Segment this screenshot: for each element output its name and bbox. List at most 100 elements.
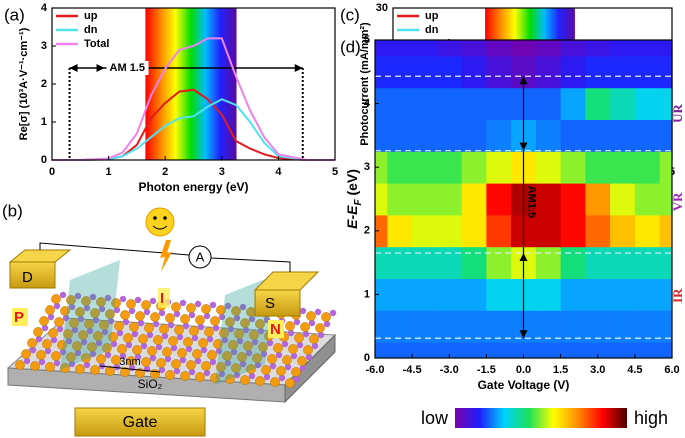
atom bbox=[258, 342, 268, 352]
atom bbox=[300, 322, 310, 332]
ammeter-label: A bbox=[196, 249, 205, 264]
heat-cell bbox=[610, 55, 636, 89]
heat-cell bbox=[375, 40, 388, 57]
heat-cell bbox=[486, 246, 512, 279]
atom bbox=[243, 341, 253, 351]
atom bbox=[33, 327, 43, 337]
heat-cell bbox=[535, 40, 562, 57]
atom bbox=[50, 336, 58, 344]
atom bbox=[105, 309, 115, 319]
atom bbox=[114, 321, 124, 331]
width-arrow bbox=[99, 365, 161, 373]
atom bbox=[257, 327, 265, 335]
heat-cell bbox=[461, 87, 487, 120]
drain-label: D bbox=[22, 269, 33, 286]
atom bbox=[35, 335, 43, 343]
heat-cell bbox=[375, 87, 388, 120]
x-tick-label: 3.0 bbox=[590, 364, 605, 376]
atom bbox=[68, 303, 76, 311]
atom bbox=[165, 313, 175, 323]
atom bbox=[183, 337, 193, 347]
atom bbox=[83, 361, 91, 369]
heat-cell bbox=[659, 342, 673, 359]
atom bbox=[266, 339, 274, 347]
atom bbox=[218, 370, 226, 378]
heat-cell bbox=[535, 119, 562, 152]
atom bbox=[200, 346, 208, 354]
heat-cell bbox=[585, 310, 611, 343]
atom bbox=[98, 305, 106, 313]
panel-label: (b) bbox=[2, 201, 23, 220]
x-tick-label: 1 bbox=[106, 166, 112, 178]
heat-cell bbox=[659, 87, 673, 120]
atom bbox=[159, 324, 169, 334]
heat-cell bbox=[511, 342, 537, 359]
atom bbox=[188, 311, 196, 319]
panel-label: (c) bbox=[340, 5, 360, 24]
panel-label: (a) bbox=[4, 5, 25, 24]
heat-cell bbox=[585, 214, 611, 248]
heat-cell bbox=[387, 214, 413, 248]
heat-cell bbox=[634, 119, 661, 152]
atom bbox=[99, 320, 109, 330]
heat-cell bbox=[610, 246, 636, 279]
atom bbox=[218, 313, 226, 321]
atom bbox=[213, 339, 223, 349]
heat-cell bbox=[535, 151, 562, 184]
atom bbox=[51, 351, 61, 361]
p-label: P bbox=[14, 309, 24, 326]
atom bbox=[176, 333, 184, 341]
atom bbox=[215, 347, 223, 355]
atom bbox=[149, 354, 157, 362]
heat-cell bbox=[634, 55, 661, 89]
atom bbox=[125, 341, 133, 349]
atom bbox=[168, 336, 178, 346]
y-tick-label: 2 bbox=[364, 225, 370, 237]
i-label: I bbox=[160, 290, 164, 307]
heat-cell bbox=[486, 151, 512, 184]
atom bbox=[158, 309, 166, 317]
atom bbox=[75, 307, 85, 317]
atom bbox=[108, 332, 118, 342]
y-tick-label: 5 bbox=[364, 34, 370, 46]
atom bbox=[74, 292, 82, 300]
heat-cell bbox=[560, 55, 586, 89]
colorbar-label: low bbox=[421, 408, 449, 428]
heat-cell bbox=[610, 151, 636, 184]
atom bbox=[224, 359, 232, 367]
heat-cell bbox=[461, 214, 487, 248]
heat-cell bbox=[461, 40, 487, 57]
atom bbox=[161, 332, 169, 340]
heat-cell bbox=[436, 310, 463, 343]
atom bbox=[239, 360, 247, 368]
band-label: VR bbox=[670, 192, 685, 211]
atom bbox=[156, 358, 166, 368]
y-tick-label: 4 bbox=[41, 2, 48, 14]
heat-cell bbox=[610, 40, 636, 57]
heat-cell bbox=[585, 55, 611, 89]
heat-cell bbox=[436, 55, 463, 89]
x-tick-label: 2 bbox=[162, 166, 168, 178]
heat-cell bbox=[375, 246, 388, 279]
heat-cell bbox=[486, 55, 512, 89]
heat-cell bbox=[412, 278, 438, 311]
atom bbox=[309, 334, 319, 344]
atom bbox=[42, 339, 52, 349]
atom bbox=[203, 369, 211, 377]
atom bbox=[177, 348, 187, 358]
region-box bbox=[12, 308, 28, 326]
heat-cell bbox=[535, 87, 562, 120]
x-tick-label: 5 bbox=[332, 166, 338, 178]
heat-cell bbox=[560, 183, 586, 216]
atom bbox=[38, 358, 46, 366]
atom bbox=[81, 353, 91, 363]
colorbar-label: high bbox=[634, 408, 668, 428]
y-axis-title-sub: F bbox=[353, 199, 364, 206]
atom bbox=[294, 333, 304, 343]
atom bbox=[303, 345, 313, 355]
atom bbox=[104, 351, 112, 359]
heat-cell bbox=[486, 87, 512, 120]
colorbar bbox=[455, 408, 627, 428]
light-bolt bbox=[160, 240, 172, 272]
atom bbox=[162, 347, 172, 357]
